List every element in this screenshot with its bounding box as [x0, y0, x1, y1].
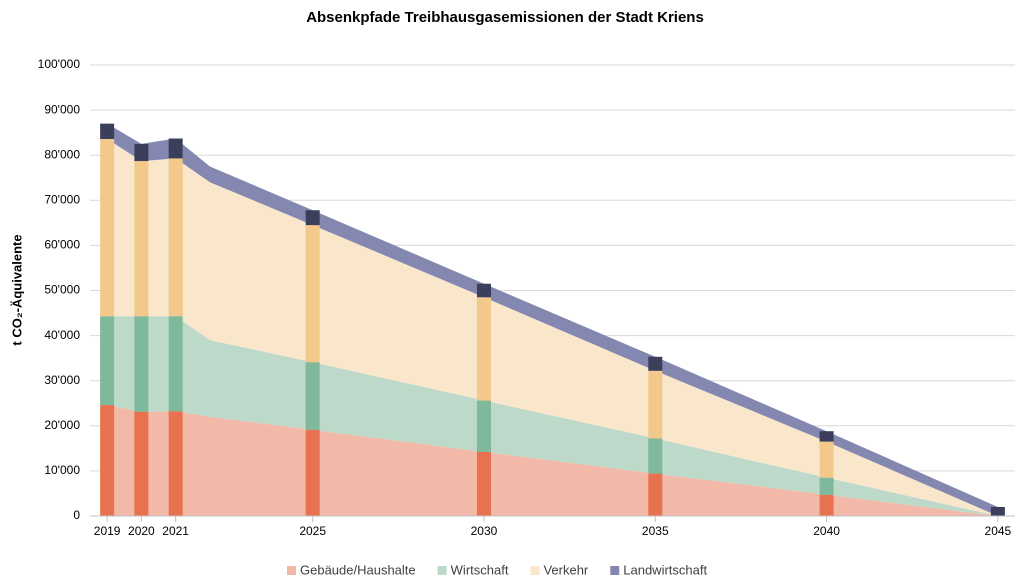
area	[107, 138, 998, 517]
y-tick-label: 0	[73, 508, 80, 522]
bar	[134, 316, 149, 412]
bar	[476, 297, 491, 401]
bar	[819, 494, 834, 516]
legend-label: Verkehr	[543, 562, 588, 577]
bar	[476, 283, 491, 298]
x-tick-label: 2030	[471, 524, 498, 538]
x-tick-label: 2040	[813, 524, 840, 538]
bar	[305, 429, 320, 516]
x-tick-label: 2019	[94, 524, 121, 538]
bar	[819, 477, 834, 495]
bar	[476, 451, 491, 516]
bar	[648, 438, 663, 474]
y-tick-label: 90'000	[44, 102, 80, 116]
bar	[648, 356, 663, 371]
bar	[305, 362, 320, 430]
bar	[648, 370, 663, 439]
y-tick-label: 30'000	[44, 373, 80, 387]
legend-swatch	[610, 566, 620, 575]
x-tick-label: 2045	[985, 524, 1012, 538]
x-tick-label: 2035	[642, 524, 669, 538]
bar	[819, 431, 834, 442]
legend-label: Gebäude/Haushalte	[300, 562, 416, 577]
legend-swatch	[437, 566, 447, 575]
legend-label: Wirtschaft	[451, 562, 509, 577]
y-tick-label: 70'000	[44, 192, 80, 206]
legend-swatch	[287, 566, 296, 575]
bar	[100, 123, 115, 139]
bar	[134, 143, 149, 162]
x-tick-label: 2020	[128, 524, 155, 538]
y-tick-label: 20'000	[44, 418, 80, 432]
bar	[305, 225, 320, 363]
legend-swatch	[530, 566, 540, 575]
y-axis-label: t CO₂-Äquivalente	[9, 234, 24, 345]
bar	[168, 316, 183, 412]
y-tick-label: 10'000	[44, 463, 80, 477]
bar	[305, 210, 320, 226]
bar	[476, 400, 491, 452]
area	[107, 405, 998, 516]
bar	[100, 138, 115, 317]
bar	[819, 441, 834, 478]
bar	[134, 161, 149, 317]
area	[107, 316, 998, 516]
bar	[100, 405, 115, 516]
bar	[168, 411, 183, 516]
y-tick-label: 50'000	[44, 283, 80, 297]
legend-label: Landwirtschaft	[623, 562, 707, 577]
y-tick-label: 100'000	[38, 57, 81, 71]
bar	[134, 411, 149, 516]
bar	[168, 158, 183, 317]
x-tick-label: 2021	[162, 524, 189, 538]
y-tick-label: 80'000	[44, 147, 80, 161]
y-tick-label: 60'000	[44, 238, 80, 252]
chart-title: Absenkpfade Treibhausgasemissionen der S…	[306, 9, 704, 26]
bar	[648, 473, 663, 516]
x-tick-label: 2025	[299, 524, 326, 538]
bar	[990, 506, 1005, 516]
bar	[168, 138, 183, 159]
area	[107, 123, 998, 516]
bar	[100, 316, 115, 406]
y-tick-label: 40'000	[44, 328, 80, 342]
